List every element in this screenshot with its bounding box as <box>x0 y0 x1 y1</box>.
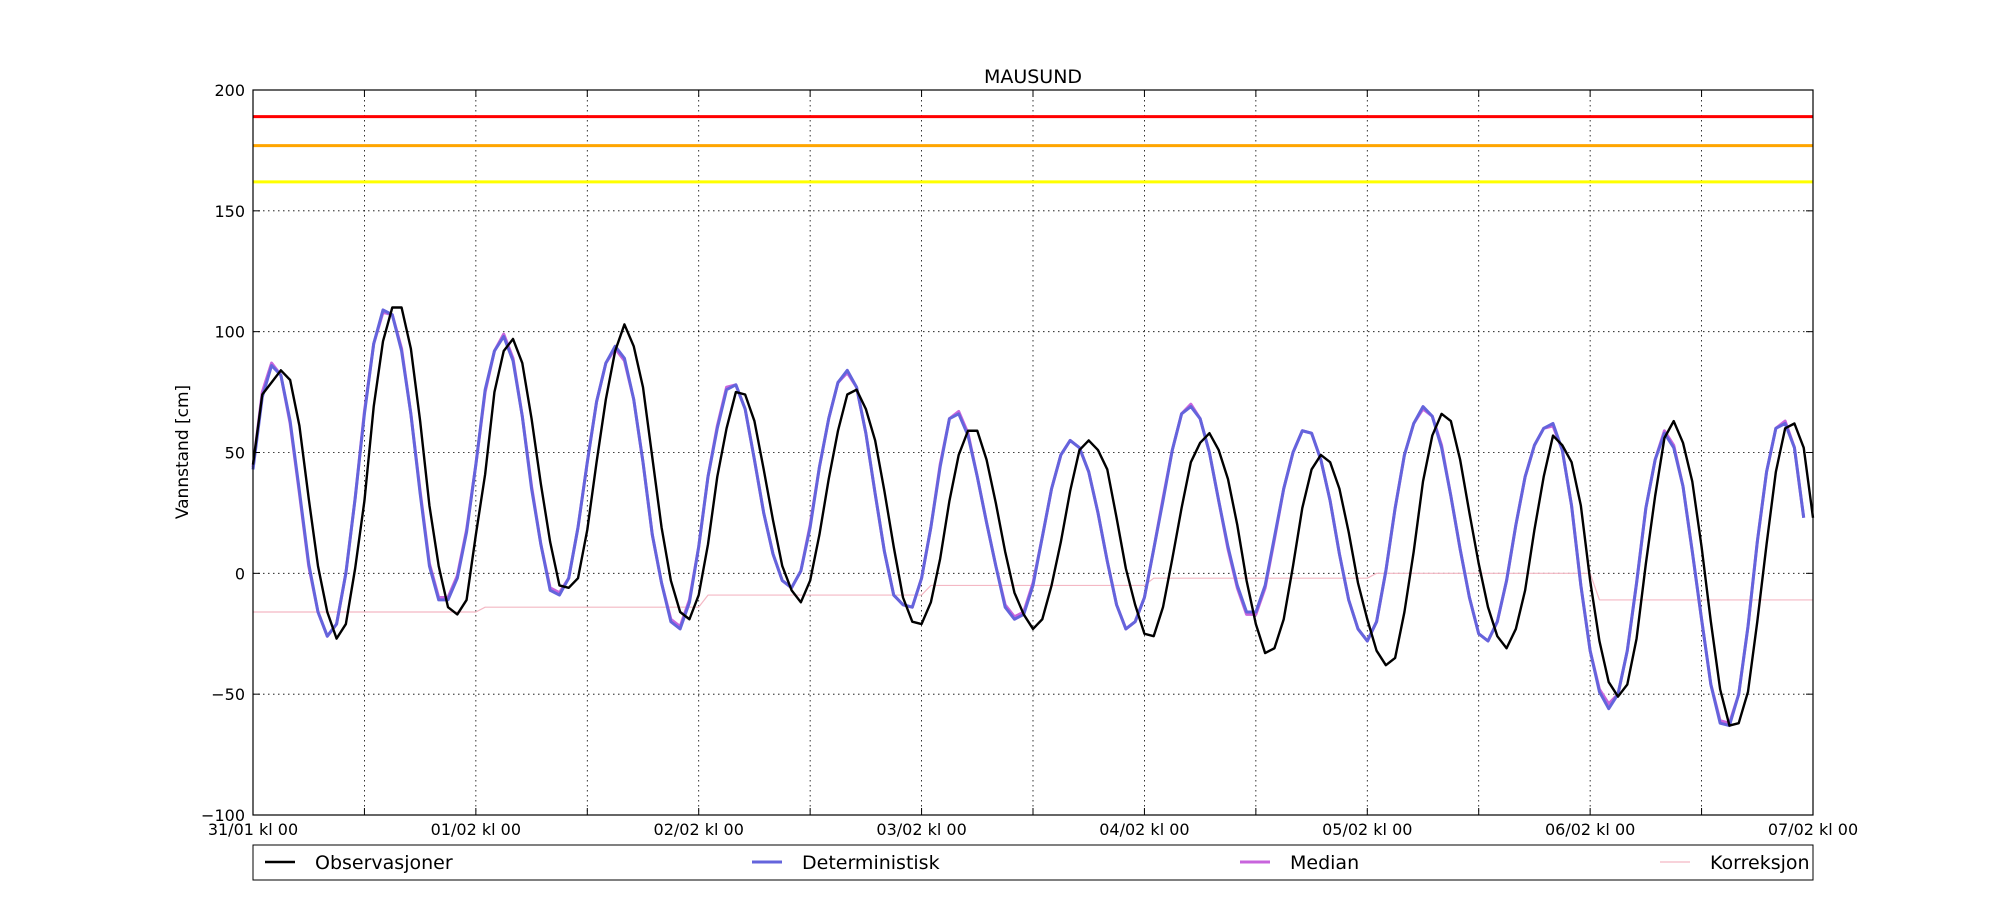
chart-title: MAUSUND <box>984 66 1082 88</box>
grid <box>253 90 1813 815</box>
legend-label-observasjoner: Observasjoner <box>315 852 453 874</box>
x-tick-label: 31/01 kl 00 <box>208 820 298 839</box>
y-tick-label: 0 <box>235 564 245 583</box>
legend-label-deterministisk: Deterministisk <box>802 852 940 874</box>
series-line-korreksjon <box>253 572 1813 613</box>
x-tick-label: 06/02 kl 00 <box>1545 820 1635 839</box>
x-tick-label: 05/02 kl 00 <box>1322 820 1412 839</box>
y-tick-label: 100 <box>214 323 245 342</box>
series-line-observasjoner <box>251 306 1815 727</box>
legend-label-median: Median <box>1290 852 1359 874</box>
threshold-lines <box>253 115 1813 184</box>
x-tick-label: 03/02 kl 00 <box>876 820 966 839</box>
axis-ticks: −100 −50 0 50 100 150 200 31/01 kl 00 01/02 kl 0… <box>201 81 1858 839</box>
y-tick-label: 200 <box>214 81 245 100</box>
y-axis-label: Vannstand [cm] <box>173 385 193 519</box>
y-tick-label: 150 <box>214 202 245 221</box>
legend-label-korreksjon: Korreksjon <box>1710 852 1810 874</box>
y-tick-label: −50 <box>211 685 245 704</box>
y-tick-label: 50 <box>225 444 245 463</box>
x-tick-label: 04/02 kl 00 <box>1099 820 1189 839</box>
series-lines <box>251 306 1815 728</box>
legend: Observasjoner Deterministisk Median Korreks… <box>252 844 1814 881</box>
x-tick-label: 07/02 kl 00 <box>1768 820 1858 839</box>
legend-frame <box>252 844 1814 881</box>
x-tick-label: 01/02 kl 00 <box>431 820 521 839</box>
series-line-deterministisk <box>251 308 1806 728</box>
x-tick-label: 02/02 kl 00 <box>654 820 744 839</box>
y-tick-label: −100 <box>201 806 245 825</box>
